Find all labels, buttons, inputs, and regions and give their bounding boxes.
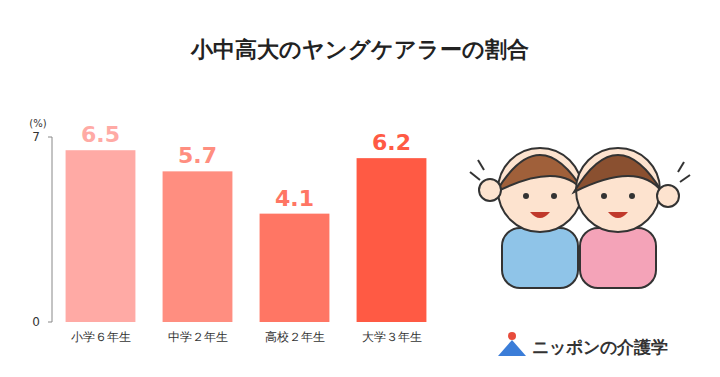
logo-mountain [498, 340, 526, 356]
data-label: 4.1 [275, 186, 314, 211]
bar [357, 158, 427, 322]
x-tick-label: 中学２年生 [168, 330, 228, 344]
bar [163, 171, 233, 322]
hair [574, 155, 662, 192]
x-tick-label: 大学３年生 [362, 330, 422, 344]
body [502, 228, 578, 288]
eye [601, 193, 607, 199]
x-tick-label: 小学６年生 [71, 330, 131, 344]
spark [478, 160, 484, 170]
data-label: 6.2 [372, 130, 411, 155]
logo-sun [508, 332, 516, 340]
logo-text: ニッポンの介護学 [532, 337, 668, 357]
eye [629, 193, 635, 199]
illustration [470, 148, 690, 288]
mouth [608, 212, 628, 218]
mouth [530, 212, 550, 218]
chart: 小中高大のヤングケアラーの割合 (%) 0 7 6.5 小学６年生 5.7 中学２年生 4.1 高… [0, 0, 720, 377]
bar [260, 214, 330, 322]
fist [657, 185, 679, 207]
y-tick [48, 137, 52, 138]
hair [496, 155, 584, 192]
x-tick-label: 高校２年生 [265, 330, 325, 344]
title: 小中高大のヤングケアラーの割合 [190, 37, 529, 62]
data-label: 6.5 [81, 122, 120, 147]
spark [678, 162, 684, 172]
eye [523, 193, 529, 199]
eye [551, 193, 557, 199]
y-tick-label: 7 [32, 130, 40, 144]
spark [680, 175, 690, 182]
bar [66, 150, 136, 322]
data-label: 5.7 [178, 143, 217, 168]
fist [479, 179, 501, 201]
body [580, 228, 656, 288]
y-axis-label: (%) [29, 118, 46, 129]
y-axis [52, 137, 53, 322]
y-tick-label: 0 [32, 315, 40, 329]
spark [470, 172, 480, 180]
logo: ニッポンの介護学 [498, 332, 668, 357]
bars [66, 150, 427, 322]
y-tick [48, 322, 52, 323]
